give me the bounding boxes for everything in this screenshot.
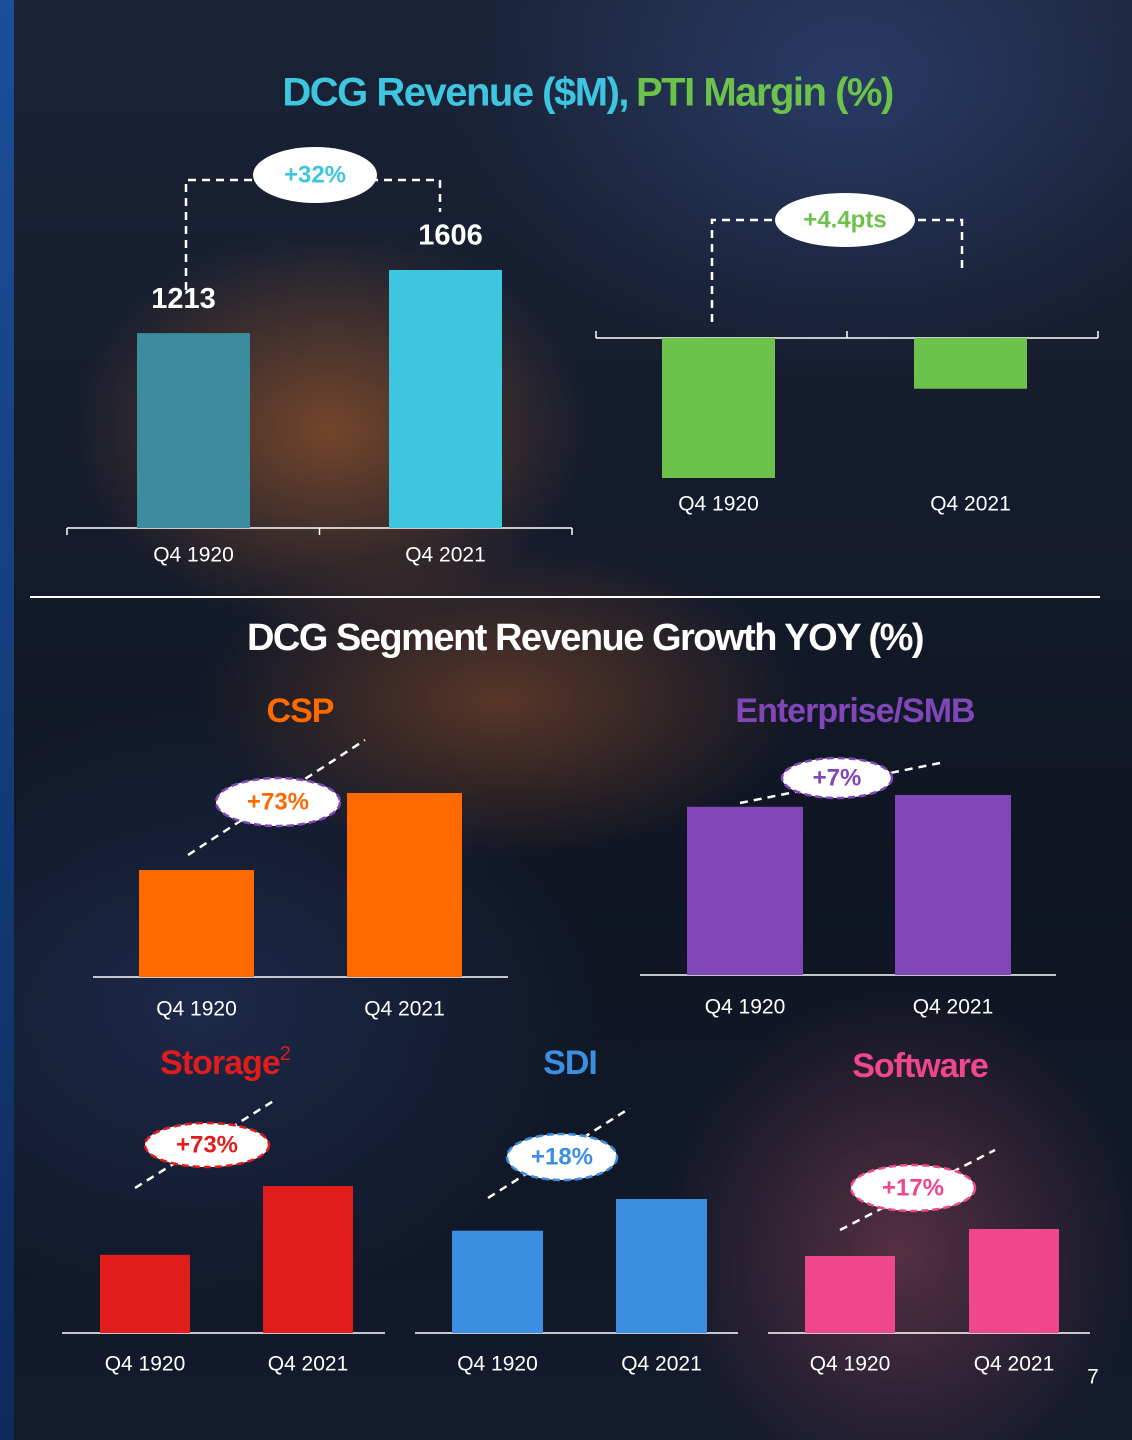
chart-title: Enterprise/SMB: [735, 692, 975, 730]
bar: [139, 870, 254, 977]
bar: [389, 270, 502, 528]
value-label: 1213: [151, 283, 216, 315]
title-part: PTI Margin (%): [636, 71, 893, 115]
page-number: 7: [1087, 1366, 1099, 1389]
bar: [895, 795, 1011, 975]
x-tick-label: Q4 2021: [268, 1353, 349, 1376]
bar: [914, 338, 1027, 389]
bar: [662, 338, 775, 478]
x-tick-label: Q4 2021: [930, 493, 1011, 516]
chart-title-text: CSP: [267, 692, 334, 730]
bar: [347, 793, 462, 977]
annotation: +73%: [247, 788, 309, 815]
chart-title-text: SDI: [543, 1044, 597, 1082]
x-tick-label: Q4 1920: [457, 1353, 538, 1376]
charts: DCG Revenue ($M), PTI Margin (%) DCG Seg…: [0, 0, 1132, 1440]
chart-title: Software: [852, 1047, 988, 1085]
x-tick-label: Q4 2021: [621, 1353, 702, 1376]
bar: [616, 1199, 707, 1333]
x-tick-label: Q4 1920: [105, 1353, 186, 1376]
x-tick-label: Q4 1920: [678, 493, 759, 516]
bar: [452, 1231, 543, 1333]
section-title: DCG Segment Revenue Growth YOY (%): [247, 617, 923, 659]
value-label: 1606: [418, 220, 483, 252]
chart-title: Storage2: [160, 1043, 291, 1082]
title-part: DCG Revenue ($M),: [282, 71, 628, 115]
bar: [687, 807, 803, 975]
annotation: +73%: [176, 1131, 238, 1158]
x-tick-label: Q4 2021: [974, 1353, 1055, 1376]
annotation: +32%: [284, 161, 346, 188]
x-tick-label: Q4 1920: [153, 544, 234, 567]
chart-title: CSP: [267, 692, 334, 730]
annotation: +7%: [813, 764, 862, 791]
chart-title-text: Software: [852, 1047, 988, 1085]
annotation: +17%: [882, 1174, 944, 1201]
bar: [137, 333, 250, 528]
x-tick-label: Q4 1920: [705, 996, 786, 1019]
x-tick-label: Q4 1920: [810, 1353, 891, 1376]
x-tick-label: Q4 2021: [364, 998, 445, 1021]
bar: [805, 1256, 895, 1333]
annotation: +18%: [531, 1143, 593, 1170]
x-tick-label: Q4 1920: [156, 998, 237, 1021]
chart-title-text: Storage: [160, 1044, 280, 1082]
bar: [263, 1186, 353, 1333]
annotation: +4.4pts: [803, 206, 886, 233]
x-tick-label: Q4 2021: [913, 996, 994, 1019]
footnote-mark: 2: [280, 1043, 291, 1065]
chart-title: SDI: [543, 1044, 597, 1082]
slide: DCG Revenue ($M), PTI Margin (%) DCG Seg…: [0, 0, 1132, 1440]
x-tick-label: Q4 2021: [405, 544, 486, 567]
bar: [969, 1229, 1059, 1333]
chart-title-text: Enterprise/SMB: [735, 692, 975, 730]
bar: [100, 1255, 190, 1333]
